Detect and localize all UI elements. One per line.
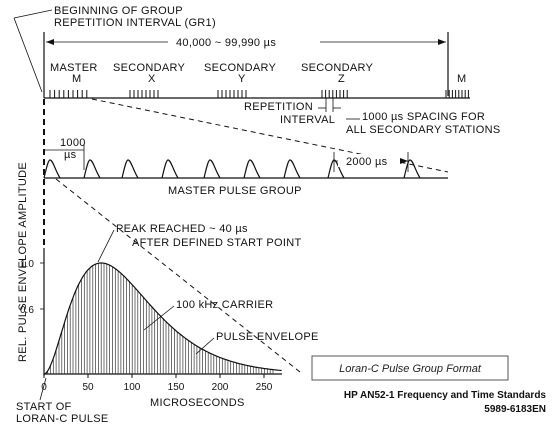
- label-secondary-z: SECONDARY: [301, 62, 374, 74]
- label-m2: M: [457, 73, 466, 85]
- caption-box: [311, 355, 509, 381]
- label-2000-bg: [338, 154, 400, 167]
- label-peak-1: PEAK REACHED ~ 40 µs: [116, 223, 248, 235]
- label-secondary-x: SECONDARY: [113, 62, 186, 74]
- label-2000: 2000 µs: [346, 156, 388, 168]
- projection-line-wave: [55, 178, 301, 373]
- caption-title: Loran-C Pulse Group Format: [339, 363, 482, 375]
- leader-beginning: [13, 9, 53, 19]
- master-pulse-group: [43, 159, 421, 179]
- envelope-leader: [195, 337, 215, 355]
- label-spacing-2: ALL SECONDARY STATIONS: [346, 124, 501, 136]
- label-master: MASTER: [50, 62, 98, 74]
- label-microseconds: MICROSECONDS: [150, 397, 245, 409]
- arrowhead-left-icon: [46, 39, 54, 45]
- label-repetition-interval-gr1: REPETITION INTERVAL (GR1): [54, 17, 216, 29]
- x-tick-label: 200: [212, 382, 229, 393]
- pulse-hump: [43, 159, 61, 179]
- y-label-10: 1.0: [20, 259, 34, 270]
- arrowhead-2000-icon: [400, 158, 408, 164]
- label-range: 40,000 ~ 99,990 µs: [176, 37, 276, 49]
- label-master-pulse-group: MASTER PULSE GROUP: [168, 185, 302, 197]
- pulse-hump: [121, 159, 139, 179]
- y-axis-label: REL. PULSE ENVELOPE AMPLITUDE: [17, 162, 29, 362]
- pulse-hump: [203, 159, 221, 179]
- arrowhead-right-icon: [438, 39, 446, 45]
- pulse-hump: [403, 159, 421, 179]
- footer-doc-number: 5989-6183EN: [484, 404, 546, 415]
- label-carrier: 100 kHz CARRIER: [176, 299, 273, 311]
- x-axis-ticks: 0 50 100 150 200 250: [41, 374, 273, 393]
- label-interval: INTERVAL: [280, 114, 335, 126]
- label-peak-2: AFTER DEFINED START POINT: [132, 237, 301, 249]
- label-beginning-of-group: BEGINNING OF GROUP: [54, 5, 183, 17]
- label-pulse-envelope: PULSE ENVELOPE: [216, 331, 319, 343]
- leader-beginning-down: [13, 17, 43, 93]
- pulse-hump: [161, 159, 179, 179]
- label-y: Y: [238, 73, 246, 85]
- projection-line-right: [91, 98, 449, 173]
- start-leader: [39, 377, 47, 401]
- x-tick-label: 100: [124, 382, 141, 393]
- carrier-leader: [143, 305, 175, 331]
- x-tick-label: 250: [256, 382, 273, 393]
- peak-leader: [97, 229, 115, 263]
- label-secondary-y: SECONDARY: [204, 62, 277, 74]
- pulse-envelope-curve: [43, 262, 282, 375]
- carrier-wave: [44, 263, 274, 374]
- label-1000b: µs: [64, 149, 77, 161]
- x-tick-label: 0: [41, 382, 47, 393]
- label-spacing-1: 1000 µs SPACING FOR: [362, 111, 485, 123]
- label-x: X: [148, 73, 156, 85]
- x-tick-label: 50: [82, 382, 94, 393]
- label-m1: M: [72, 73, 81, 85]
- label-z: Z: [338, 73, 345, 85]
- pulse-hump: [283, 159, 301, 179]
- footer-source: HP AN52-1 Frequency and Time Standards: [344, 390, 547, 401]
- pulse-tick-groups: [49, 90, 469, 98]
- x-tick-label: 150: [168, 382, 185, 393]
- label-loran-c-pulse: LORAN-C PULSE: [16, 413, 109, 425]
- label-repetition: REPETITION: [244, 101, 313, 113]
- label-start-of: START OF: [16, 401, 72, 413]
- label-1000a: 1000: [60, 137, 86, 149]
- y-label-06: 0.6: [20, 305, 34, 316]
- pulse-hump: [243, 159, 261, 179]
- pulse-hump: [83, 159, 101, 179]
